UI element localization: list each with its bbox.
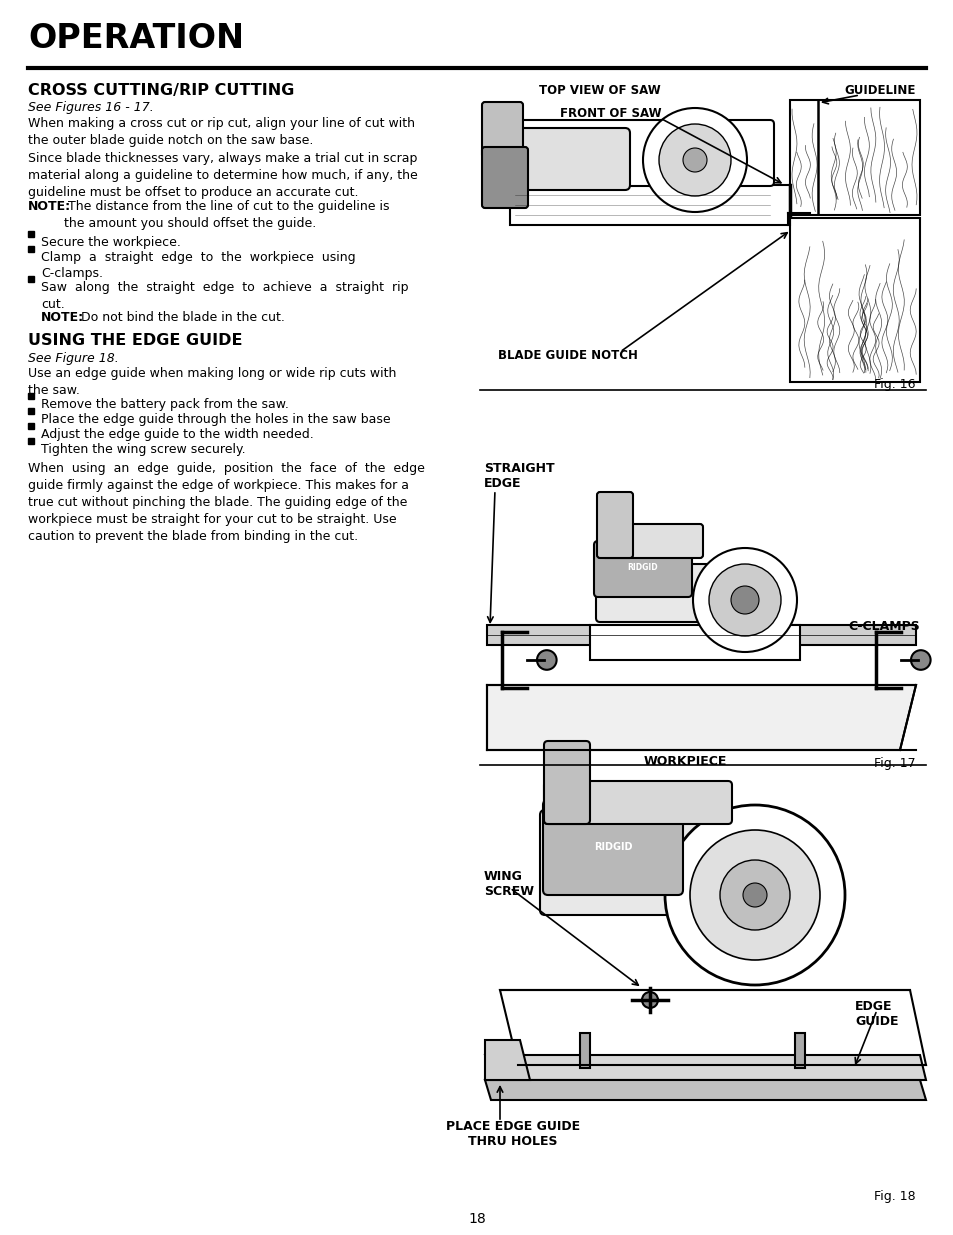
Text: WING
SCREW: WING SCREW [483, 869, 534, 898]
Bar [28, 246, 34, 252]
Text: GUIDELINE: GUIDELINE [843, 84, 915, 98]
Bar [789, 219, 919, 382]
Text: PLACE EDGE GUIDE
THRU HOLES: PLACE EDGE GUIDE THRU HOLES [445, 1120, 579, 1149]
Bar [28, 393, 34, 399]
Text: Fig. 16: Fig. 16 [874, 378, 915, 391]
FancyBboxPatch shape [597, 492, 633, 558]
FancyBboxPatch shape [543, 741, 589, 824]
Polygon shape [486, 625, 915, 645]
Circle shape [682, 148, 706, 172]
Polygon shape [486, 685, 915, 750]
Circle shape [664, 805, 844, 986]
Circle shape [659, 124, 730, 196]
Circle shape [689, 830, 820, 960]
FancyBboxPatch shape [601, 524, 702, 558]
Polygon shape [484, 1079, 925, 1100]
FancyBboxPatch shape [596, 564, 773, 622]
Bar [28, 438, 34, 445]
Text: Clamp  a  straight  edge  to  the  workpiece  using
C-clamps.: Clamp a straight edge to the workpiece u… [41, 251, 355, 280]
FancyBboxPatch shape [542, 800, 682, 895]
Text: BLADE GUIDE NOTCH: BLADE GUIDE NOTCH [497, 350, 638, 362]
Text: NOTE:: NOTE: [28, 200, 71, 212]
Bar [589, 625, 800, 659]
FancyBboxPatch shape [543, 781, 731, 824]
FancyBboxPatch shape [539, 810, 764, 915]
Text: When making a cross cut or rip cut, align your line of cut with
the outer blade : When making a cross cut or rip cut, alig… [28, 117, 415, 147]
Text: Do not bind the blade in the cut.: Do not bind the blade in the cut. [77, 311, 285, 324]
Circle shape [642, 107, 746, 212]
Text: The distance from the line of cut to the guideline is
the amount you should offs: The distance from the line of cut to the… [64, 200, 389, 230]
Text: RIDGID: RIDGID [627, 562, 658, 572]
Circle shape [708, 564, 781, 636]
Circle shape [537, 650, 556, 669]
Text: Fig. 17: Fig. 17 [874, 757, 915, 769]
Circle shape [910, 650, 929, 669]
FancyBboxPatch shape [594, 541, 691, 597]
Text: See Figure 18.: See Figure 18. [28, 352, 118, 366]
Bar [789, 100, 919, 215]
Text: 18: 18 [468, 1212, 485, 1226]
Polygon shape [484, 1055, 925, 1079]
Polygon shape [484, 1040, 530, 1079]
Circle shape [730, 585, 759, 614]
Text: See Figures 16 - 17.: See Figures 16 - 17. [28, 101, 153, 114]
Text: Remove the battery pack from the saw.: Remove the battery pack from the saw. [41, 398, 289, 411]
Bar [794, 1032, 804, 1068]
Text: TOP VIEW OF SAW: TOP VIEW OF SAW [538, 84, 660, 98]
FancyBboxPatch shape [481, 103, 522, 158]
Text: NOTE:: NOTE: [41, 311, 84, 324]
Text: STRAIGHT
EDGE: STRAIGHT EDGE [483, 462, 554, 490]
Text: OPERATION: OPERATION [28, 22, 244, 56]
Text: Secure the workpiece.: Secure the workpiece. [41, 236, 181, 249]
Text: FRONT OF SAW: FRONT OF SAW [559, 107, 661, 120]
Circle shape [641, 992, 658, 1008]
Circle shape [692, 548, 796, 652]
Text: CROSS CUTTING/RIP CUTTING: CROSS CUTTING/RIP CUTTING [28, 83, 294, 98]
Bar [510, 185, 789, 225]
Text: Fig. 18: Fig. 18 [874, 1191, 915, 1203]
Text: Tighten the wing screw securely.: Tighten the wing screw securely. [41, 443, 245, 456]
Text: RIDGID: RIDGID [593, 842, 632, 852]
Bar [28, 231, 34, 237]
FancyBboxPatch shape [510, 128, 629, 190]
Text: Saw  along  the  straight  edge  to  achieve  a  straight  rip
cut.: Saw along the straight edge to achieve a… [41, 282, 408, 310]
Text: WORKPIECE: WORKPIECE [642, 755, 726, 768]
Circle shape [720, 860, 789, 930]
Text: When  using  an  edge  guide,  position  the  face  of  the  edge
guide firmly a: When using an edge guide, position the f… [28, 462, 424, 543]
Bar [579, 1032, 589, 1068]
Bar [28, 408, 34, 414]
Text: C-CLAMPS: C-CLAMPS [847, 620, 919, 634]
FancyBboxPatch shape [511, 120, 773, 186]
FancyBboxPatch shape [481, 147, 527, 207]
Text: Adjust the edge guide to the width needed.: Adjust the edge guide to the width neede… [41, 429, 314, 441]
Circle shape [742, 883, 766, 906]
Bar [28, 424, 34, 429]
Text: USING THE EDGE GUIDE: USING THE EDGE GUIDE [28, 333, 242, 348]
Text: EDGE
GUIDE: EDGE GUIDE [854, 1000, 898, 1028]
Bar [28, 275, 34, 282]
Text: Place the edge guide through the holes in the saw base: Place the edge guide through the holes i… [41, 412, 390, 426]
Text: Use an edge guide when making long or wide rip cuts with
the saw.: Use an edge guide when making long or wi… [28, 367, 395, 396]
Polygon shape [499, 990, 925, 1065]
Text: Since blade thicknesses vary, always make a trial cut in scrap
material along a : Since blade thicknesses vary, always mak… [28, 152, 417, 199]
